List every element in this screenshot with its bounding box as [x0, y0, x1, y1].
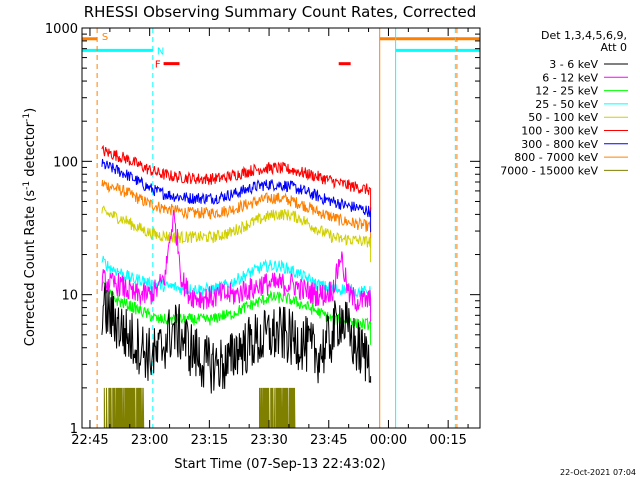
- series-7000-15000-kev-segment: [103, 387, 145, 429]
- saa-label: S: [102, 32, 108, 43]
- y-label-part: Corrected Count Rate (s: [23, 190, 38, 347]
- x-tick-label: 22:45: [71, 433, 108, 448]
- axes-layer: 22:45 23:00 23:15 23:30 23:45 00:00 00:15 1 10 10…: [45, 22, 481, 448]
- legend-label: 300 - 800 keV: [521, 138, 598, 151]
- legend-entry-7000-15000-kev: 7000 - 15000 keV: [500, 164, 628, 177]
- y-label-part: detector: [23, 121, 38, 181]
- x-tick-label: 00:15: [429, 433, 466, 448]
- legend-entry-25-50-kev: 25 - 50 keV: [535, 98, 628, 111]
- x-tick-label: 23:45: [310, 433, 347, 448]
- legend-entry-50-100-kev: 50 - 100 keV: [528, 111, 628, 124]
- plot-timestamp: 22-Oct-2021 07:04: [560, 468, 636, 477]
- y-tick-label: 1: [70, 422, 78, 437]
- y-label-exponent: -1: [22, 113, 32, 122]
- series-100-300-kev: [101, 144, 372, 211]
- x-tick-label: 23:00: [131, 433, 168, 448]
- y-label-exponent: -1: [22, 181, 32, 190]
- series-50-100-kev: [101, 205, 372, 263]
- flare-label: F: [155, 60, 161, 71]
- legend-entry-800-7000-kev: 800 - 7000 keV: [514, 151, 628, 164]
- series-800-7000-kev: [101, 179, 372, 248]
- legend-label: 12 - 25 keV: [535, 85, 598, 98]
- series-25-50-kev: [101, 255, 372, 313]
- data-layer: S NF: [82, 28, 480, 429]
- y-tick-label: 100: [53, 155, 78, 170]
- series-7000-15000-kev-segment: [259, 387, 296, 429]
- legend-label: 25 - 50 keV: [535, 98, 598, 111]
- legend-label: 6 - 12 keV: [542, 71, 598, 84]
- x-tick-label: 23:15: [191, 433, 228, 448]
- y-label-part: ): [23, 108, 38, 113]
- x-axis-label: Start Time (07-Sep-13 22:43:02): [174, 457, 385, 472]
- chart-title: RHESSI Observing Summary Count Rates, Co…: [84, 3, 477, 21]
- y-tick-label: 1000: [45, 22, 78, 37]
- night-label: N: [157, 46, 164, 57]
- x-tick-label: 23:30: [250, 433, 287, 448]
- y-axis-label: Corrected Count Rate (s-1 detector-1): [22, 108, 38, 346]
- series-12-25-kev: [101, 280, 372, 345]
- legend-attenuator: Att 0: [601, 41, 627, 54]
- legend-entry-12-25-kev: 12 - 25 keV: [535, 85, 628, 98]
- series-6-12-kev: [101, 210, 372, 322]
- legend-entry-3-6-kev: 3 - 6 keV: [549, 58, 628, 71]
- legend-entry-100-300-kev: 100 - 300 keV: [521, 125, 628, 138]
- series-300-800-kev: [101, 158, 372, 233]
- series-3-6-kev: [101, 283, 372, 394]
- plot-frame: [81, 27, 481, 429]
- legend-label: 800 - 7000 keV: [514, 151, 598, 164]
- legend-label: 50 - 100 keV: [528, 111, 598, 124]
- legend-entry-300-800-kev: 300 - 800 keV: [521, 138, 628, 151]
- legend-label: 7000 - 15000 keV: [500, 164, 598, 177]
- legend-label: 100 - 300 keV: [521, 125, 598, 138]
- legend-label: 3 - 6 keV: [549, 58, 598, 71]
- y-tick-label: 10: [61, 289, 78, 304]
- legend-entry-6-12-kev: 6 - 12 keV: [542, 71, 628, 84]
- legend-detectors: Det 1,3,4,5,6,9,: [541, 29, 627, 42]
- x-tick-label: 00:00: [370, 433, 407, 448]
